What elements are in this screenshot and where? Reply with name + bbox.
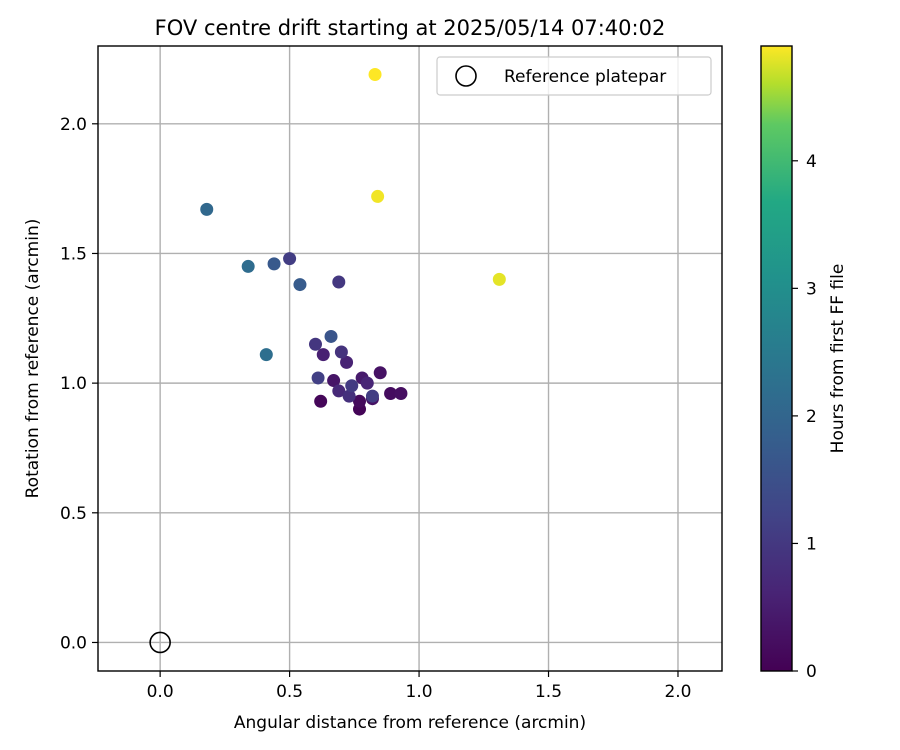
data-point (365, 389, 379, 403)
legend: Reference platepar (436, 56, 712, 96)
data-point (342, 389, 356, 403)
data-point (371, 189, 385, 203)
x-axis-label: Angular distance from reference (arcmin) (234, 713, 586, 733)
data-point (373, 366, 387, 380)
colorbar-frame (760, 45, 793, 672)
data-point (332, 384, 346, 398)
y-tick-label: 0.0 (60, 633, 87, 653)
data-point (368, 68, 382, 82)
colorbar-tick-label: 2 (806, 407, 817, 427)
x-tick-label: 0.0 (147, 682, 174, 702)
data-point (308, 337, 322, 351)
data-point (200, 202, 214, 216)
x-tick-label: 2.0 (664, 682, 691, 702)
colorbar-gradient (761, 46, 792, 671)
data-point (384, 387, 398, 401)
colorbar-tick-label: 4 (806, 152, 817, 172)
colorbar-label: Hours from first FF file (828, 264, 848, 454)
data-point (492, 272, 506, 286)
legend-box (436, 56, 712, 96)
colorbar-tick-label: 3 (806, 279, 817, 299)
data-points (200, 68, 506, 416)
reference-platepar-marker (149, 631, 171, 654)
data-point (394, 387, 408, 401)
data-point (324, 329, 338, 343)
data-point (360, 376, 374, 390)
data-point (293, 278, 307, 292)
data-point (267, 257, 281, 271)
data-point (259, 348, 273, 362)
y-tick-label: 2.0 (60, 115, 87, 135)
colorbar-tick-label: 1 (806, 534, 817, 554)
reference-marker-layer (149, 631, 171, 654)
plot-frame (97, 45, 723, 672)
legend-marker-icon (455, 65, 477, 87)
data-point (353, 394, 367, 408)
data-point (314, 394, 328, 408)
grid (98, 46, 722, 671)
data-point (241, 259, 255, 273)
legend-entry-label: Reference platepar (504, 67, 666, 87)
x-axis-ticks: 0.0 0.5 1.0 1.5 2.0 (147, 671, 692, 702)
data-point (283, 252, 297, 266)
colorbar: 0 1 2 3 4 Hours from first FF file (760, 45, 848, 682)
x-tick-label: 1.0 (406, 682, 433, 702)
y-axis-ticks: 0.0 0.5 1.0 1.5 2.0 (60, 115, 98, 653)
data-point (345, 379, 359, 393)
x-tick-label: 1.5 (535, 682, 562, 702)
data-point (334, 345, 348, 359)
data-point (316, 348, 330, 362)
data-point (340, 355, 354, 369)
y-axis-label: Rotation from reference (arcmin) (23, 219, 43, 499)
y-tick-label: 0.5 (60, 504, 87, 524)
y-tick-label: 1.5 (60, 244, 87, 264)
data-point (327, 374, 341, 388)
data-point (332, 275, 346, 289)
colorbar-tick-label: 0 (806, 662, 817, 682)
y-tick-label: 1.0 (60, 374, 87, 394)
colorbar-ticks: 0 1 2 3 4 (792, 152, 817, 682)
data-point (311, 371, 325, 385)
x-tick-label: 0.5 (276, 682, 303, 702)
chart-title: FOV centre drift starting at 2025/05/14 … (155, 16, 666, 40)
